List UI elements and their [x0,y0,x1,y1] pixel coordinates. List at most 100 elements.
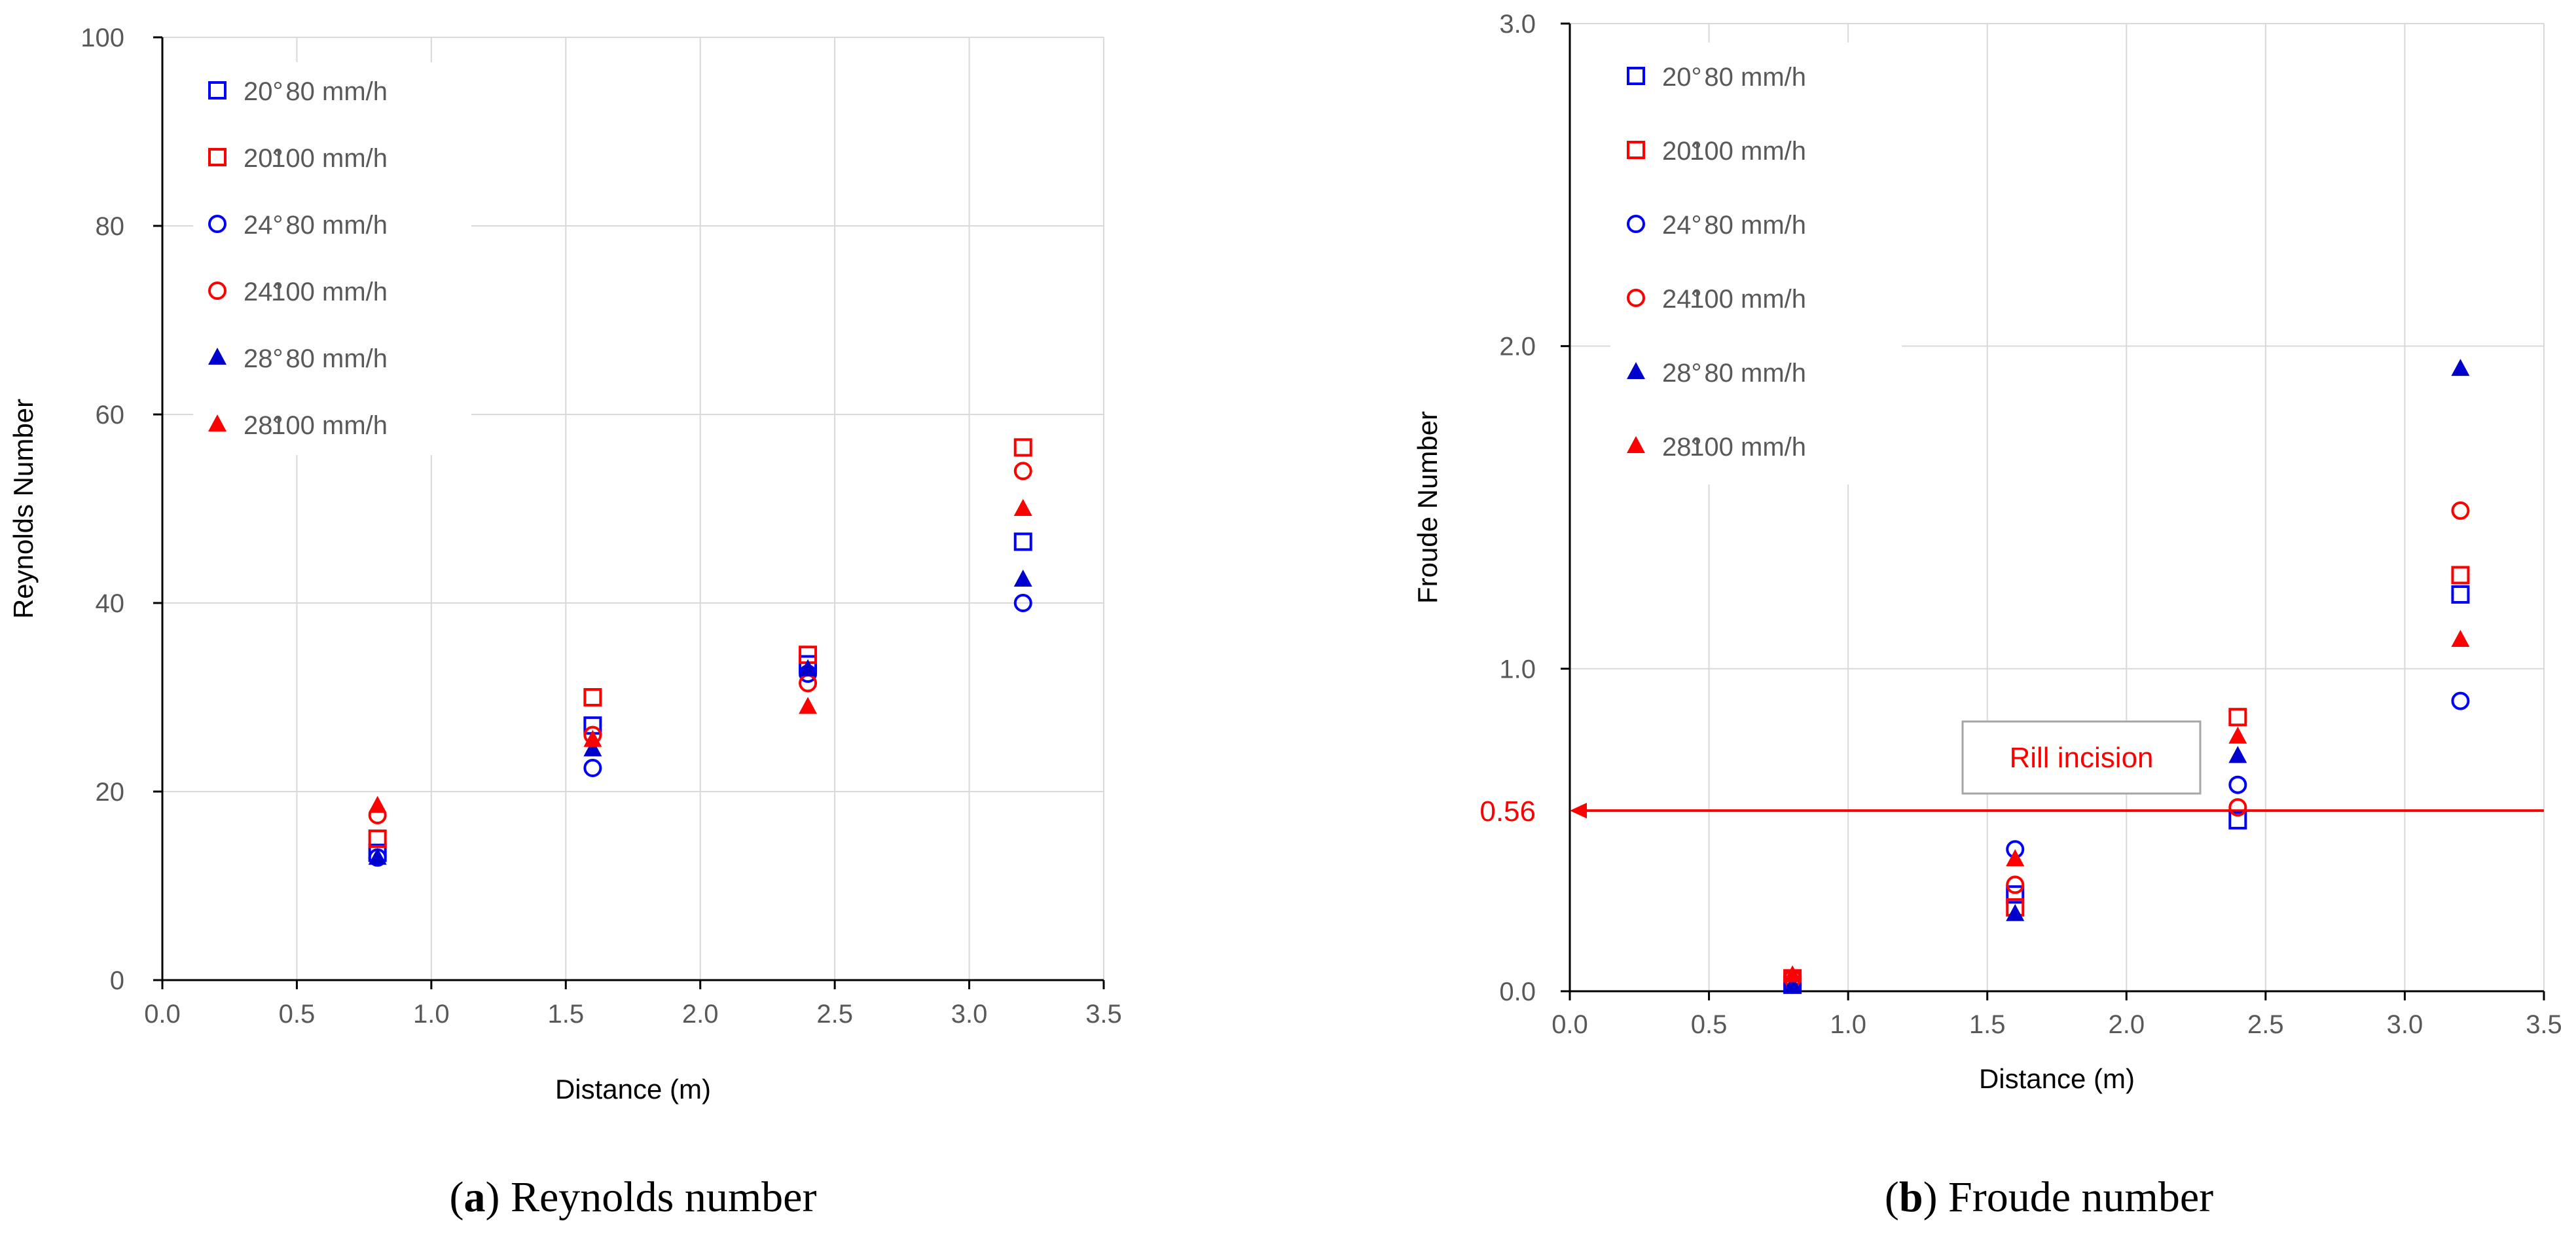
reynolds-caption: (a) Reynolds number [450,1173,817,1221]
data-point [2451,691,2470,710]
legend-marker [208,215,227,233]
critical-froude-arrowhead [1570,803,1587,819]
legend-label-angle: 28° [1662,433,1702,462]
legend-label-angle: 20° [1662,137,1702,166]
legend-label-rain: 100 mm/h [1690,137,1806,166]
legend-marker [1627,141,1645,159]
data-point [1013,594,1032,612]
data-point [2451,585,2470,604]
legend-label-angle: 24° [1662,285,1702,314]
x-tick-label: 1.0 [1830,1010,1866,1039]
legend-marker [208,148,227,166]
x-tick-label: 2.0 [682,1000,719,1029]
x-tick-label: 0.0 [144,1000,181,1029]
legend-label-rain: 100 mm/h [1690,433,1806,462]
y-tick-label: 80 [96,212,125,241]
data-point [1013,532,1032,551]
data-point [2228,775,2247,794]
data-point [368,847,387,865]
legend-background [193,62,471,455]
data-point [583,688,602,706]
x-tick-label: 0.5 [279,1000,316,1029]
x-tick-label: 1.5 [547,1000,584,1029]
legend-marker [208,348,227,365]
x-tick-label: 2.5 [2247,1010,2284,1039]
reynolds-chart: 0.0 0.5 1.0 1.5 2.0 2.5 3.0 3.5 0 20 40 60 80 100 Dist… [8,24,1122,1221]
x-tick-label: 3.0 [2387,1010,2423,1039]
legend-label-rain: 100 mm/h [271,278,388,306]
legend-label-rain: 80 mm/h [285,211,388,240]
data-point [2006,875,2025,894]
data-point [2228,726,2247,744]
caption-letter: b [1899,1173,1923,1221]
x-tick-label: 0.5 [1691,1010,1728,1039]
data-point [2451,359,2470,376]
x-axis-title: Distance (m) [1979,1063,2135,1094]
annotation-rill-incision: Rill incision [2009,742,2153,774]
data-point [2006,849,2025,867]
legend-label-angle: 20° [244,77,283,106]
legend-label-rain: 80 mm/h [1704,359,1806,388]
data-point [2451,629,2470,647]
legend-marker [1627,67,1645,85]
caption-open-paren: ( [450,1173,464,1221]
legend-label-rain: 100 mm/h [1690,285,1806,314]
legend-label-angle: 24° [244,278,283,306]
legend-label-rain: 100 mm/h [271,144,388,173]
data-point [2228,746,2247,763]
data-point [799,659,818,676]
data-point [2228,708,2247,727]
legend-label-angle: 24° [244,211,283,240]
legend-marker [208,282,227,300]
legend-label-rain: 80 mm/h [1704,211,1806,240]
data-point [2451,501,2470,520]
x-tick-label: 2.5 [816,1000,853,1029]
data-point [583,729,602,747]
data-point [368,795,387,813]
legend-label-angle: 20° [1662,63,1702,92]
caption-text: ) Reynolds number [486,1173,817,1221]
caption-text: ) Froude number [1923,1173,2214,1221]
y-tick-label: 2.0 [1499,333,1536,361]
data-point [1783,965,1802,983]
legend-marker [208,81,227,100]
y-tick-label: 3.0 [1499,10,1536,39]
legend-marker [208,414,227,431]
y-axis-title: Reynolds Number [8,399,39,619]
data-point [1013,438,1032,457]
y-tick-label: 1.0 [1499,655,1536,684]
critical-froude-label: 0.56 [1479,795,1536,828]
legend-label-rain: 100 mm/h [271,411,388,440]
data-point [1783,975,1802,993]
x-tick-label: 2.0 [2108,1010,2145,1039]
y-axis-title: Froude Number [1412,411,1443,604]
data-point [1013,499,1032,516]
legend-label-angle: 28° [244,411,283,440]
x-tick-label: 0.0 [1551,1010,1588,1039]
legend-label-angle: 28° [1662,359,1702,388]
legend-marker [1627,289,1645,307]
data-point [799,697,818,714]
annotation-box [1961,720,2202,795]
data-point [799,674,818,693]
froude-chart: 0.0 0.5 1.0 1.5 2.0 2.5 3.0 3.5 0.0 1.0 2.0 3.0 Dist… [1412,10,2562,1221]
data-point [1013,570,1032,587]
legend-marker [1627,215,1645,233]
legend-label-angle: 28° [244,344,283,373]
x-axis-title: Distance (m) [555,1074,711,1105]
legend-label-rain: 80 mm/h [1704,63,1806,92]
data-point [2006,885,2025,904]
legend-marker [1627,362,1645,379]
y-tick-label: 0.0 [1499,977,1536,1006]
x-tick-label: 3.0 [951,1000,988,1029]
data-point [2228,798,2247,817]
data-point [1013,462,1032,481]
y-tick-label: 60 [96,401,125,429]
data-point [2451,566,2470,585]
x-tick-label: 3.5 [1085,1000,1122,1029]
legend-marker [1627,436,1645,453]
caption-open-paren: ( [1885,1173,1899,1221]
data-point [583,739,602,757]
x-tick-label: 3.5 [2526,1010,2562,1039]
